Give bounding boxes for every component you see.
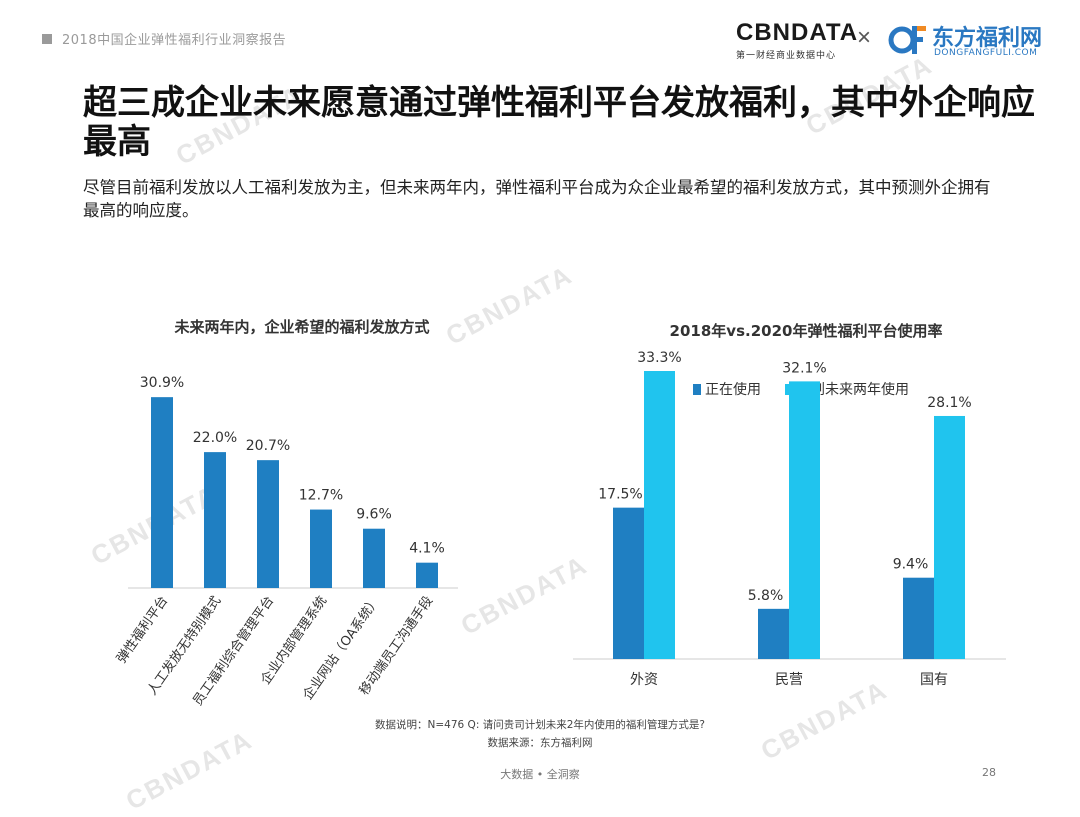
chart2-bar [789, 381, 820, 659]
cbndata-logo: CBNDATA 第一财经商业数据中心 [736, 19, 859, 64]
chart2-value-label: 17.5% [598, 487, 642, 503]
chart2-value-label: 32.1% [782, 360, 826, 376]
chart1-title: 未来两年内，企业希望的福利发放方式 [173, 318, 429, 336]
chart2-category-label: 国有 [920, 672, 948, 688]
cbndata-logo-sub: 第一财经商业数据中心 [736, 51, 837, 61]
chart2-value-label: 9.4% [893, 557, 929, 573]
data-source: 数据来源：东方福利网 [487, 737, 593, 749]
chart1-value-label: 4.1% [409, 541, 445, 557]
chart2-bar [934, 415, 965, 659]
chart1-bar [363, 528, 385, 588]
chart2-value-label: 33.3% [637, 350, 681, 366]
chart1-value-label: 9.6% [356, 507, 392, 523]
chart1-bar [204, 452, 226, 588]
chart2-bar [613, 507, 644, 659]
legend-label-current: 正在使用 [705, 381, 761, 398]
footer-slogan: 大数据 • 全洞察 [500, 768, 580, 781]
chart2-bar [644, 371, 675, 659]
chart1-value-label: 22.0% [193, 430, 237, 446]
chart1-category-label: 弹性福利平台 [114, 594, 171, 667]
page-description: 尽管目前福利发放以人工福利发放为主，但未来两年内，弹性福利平台成为众企业最希望的… [83, 178, 991, 220]
chart1-value-label: 20.7% [246, 438, 290, 454]
header-square-icon [42, 34, 52, 44]
chart-platform-usage: 2018年vs.2020年弹性福利平台使用率 正在使用 计划未来两年使用 17.… [573, 322, 1006, 688]
page-title: 超三成企业未来愿意通过弹性福利平台发放福利，其中外企响应最高 [83, 83, 1035, 162]
chart1-bar [257, 460, 279, 588]
page-number: 28 [982, 766, 996, 779]
chart1-value-label: 30.9% [140, 375, 184, 391]
chart1-bar [151, 397, 173, 588]
legend-swatch-current [693, 384, 701, 395]
chart2-category-label: 民营 [775, 672, 803, 688]
data-note: 数据说明：N=476 Q: 请问贵司计划未来2年内使用的福利管理方式是? [375, 719, 705, 731]
chart2-legend: 正在使用 计划未来两年使用 [693, 381, 909, 398]
chart-delivery-methods: 未来两年内，企业希望的福利发放方式 30.9%弹性福利平台22.0%人工发放无特… [114, 318, 458, 709]
report-title: 2018中国企业弹性福利行业洞察报告 [62, 33, 287, 48]
dongfang-logo-en: DONGFANGFULI.COM [934, 48, 1038, 58]
logo-separator: × [857, 24, 872, 51]
chart2-category-label: 外资 [630, 672, 658, 688]
cbndata-logo-name: CBNDATA [736, 19, 859, 46]
chart2-bar [758, 608, 789, 659]
chart1-bar [416, 562, 438, 588]
dongfang-logo-cn: 东方福利网 [932, 26, 1043, 51]
watermark: CBNDATA [120, 724, 258, 816]
legend-label-planned: 计划未来两年使用 [797, 381, 909, 398]
chart1-bar [310, 509, 332, 588]
chart2-title: 2018年vs.2020年弹性福利平台使用率 [670, 322, 943, 340]
chart2-value-label: 28.1% [927, 395, 971, 411]
chart2-value-label: 5.8% [748, 588, 784, 604]
chart2-bar [903, 577, 934, 659]
chart1-value-label: 12.7% [299, 488, 343, 504]
dongfang-mark-icon [888, 26, 926, 54]
